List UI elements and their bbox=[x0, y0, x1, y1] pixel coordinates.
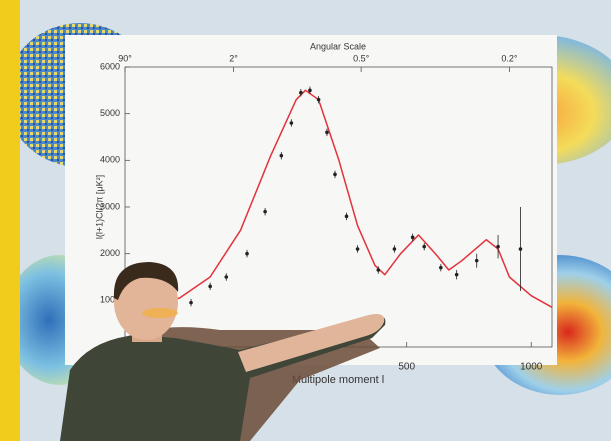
data-point bbox=[392, 247, 397, 251]
data-point bbox=[410, 235, 415, 240]
chart-title: Angular Scale bbox=[310, 41, 366, 51]
data-point bbox=[325, 130, 329, 135]
data-point bbox=[376, 268, 381, 272]
glare bbox=[142, 308, 178, 318]
data-point bbox=[316, 97, 321, 102]
x-tick-label: 500 bbox=[398, 362, 415, 373]
arm bbox=[238, 314, 385, 372]
data-point bbox=[245, 251, 249, 256]
data-point bbox=[518, 247, 523, 251]
x-tick-label: 1000 bbox=[520, 362, 543, 373]
data-point bbox=[496, 244, 500, 249]
data-point bbox=[263, 209, 267, 214]
x2-tick-label: 2° bbox=[229, 53, 238, 63]
hair bbox=[113, 262, 179, 300]
x2-tick-label: 0.5° bbox=[353, 53, 370, 63]
y-tick-label: 5000 bbox=[100, 108, 120, 118]
data-point bbox=[279, 153, 284, 158]
data-point bbox=[308, 88, 312, 93]
data-point bbox=[333, 172, 337, 177]
y-tick-label: 2000 bbox=[100, 248, 120, 258]
x2-tick-label: 0.2° bbox=[501, 53, 518, 63]
data-point bbox=[454, 272, 459, 277]
x2-tick-label: 90° bbox=[118, 53, 132, 63]
data-point bbox=[355, 247, 360, 251]
data-point bbox=[474, 258, 479, 263]
y-tick-label: 4000 bbox=[100, 155, 120, 165]
y-tick-label: 1000 bbox=[100, 295, 120, 305]
data-point bbox=[439, 265, 443, 270]
yellow-strip bbox=[0, 0, 20, 441]
data-point bbox=[189, 300, 193, 305]
data-point bbox=[224, 275, 229, 279]
data-point bbox=[299, 90, 303, 95]
model-curve bbox=[124, 89, 553, 311]
data-point bbox=[208, 284, 212, 289]
y-tick-label: 3000 bbox=[100, 201, 120, 211]
x-axis-label: Multipole moment l bbox=[292, 374, 384, 386]
data-point bbox=[344, 214, 349, 219]
y-tick-label: 6000 bbox=[100, 61, 120, 71]
data-point bbox=[422, 244, 427, 249]
data-point bbox=[289, 121, 294, 125]
head bbox=[114, 264, 178, 340]
y-axis-label: l(l+1)Cl/2π [μK²] bbox=[94, 175, 104, 239]
